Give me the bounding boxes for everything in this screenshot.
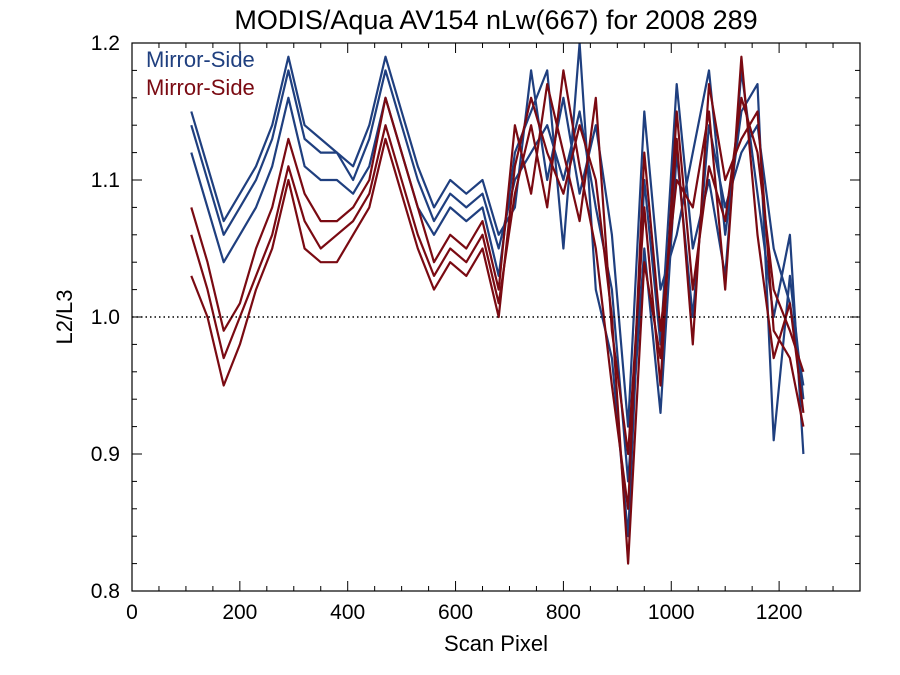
- series-line-4: [190, 82, 805, 456]
- series-line-1: [190, 69, 805, 483]
- x-tick-label: 0: [126, 601, 138, 624]
- legend-entry-1: Mirror-Side: [146, 47, 255, 72]
- legend-entry-2: Mirror-Side: [146, 75, 255, 100]
- x-tick-label: 200: [222, 601, 257, 624]
- x-tick-label: 1200: [756, 601, 803, 624]
- series-line-5: [190, 55, 805, 510]
- y-tick-label: 0.9: [91, 443, 120, 466]
- y-tick-label: 0.8: [91, 580, 120, 603]
- x-tick-label: 800: [546, 601, 581, 624]
- chart-title: MODIS/Aqua AV154 nLw(667) for 2008 289: [234, 5, 757, 35]
- series-line-2: [190, 43, 805, 538]
- y-axis-label: L2/L3: [52, 289, 77, 344]
- y-tick-label: 1.0: [91, 306, 120, 329]
- series-layer: [190, 43, 805, 565]
- y-tick-label: 1.1: [91, 169, 120, 192]
- ticks-layer: 0 200 400 600 800 1000 1200 0.8 0.9 1.0 1.1 1.2: [91, 32, 861, 624]
- x-tick-label: 600: [438, 601, 473, 624]
- x-tick-label: 400: [330, 601, 365, 624]
- x-tick-label: 1000: [648, 601, 695, 624]
- series-line-3: [190, 55, 805, 442]
- y-tick-label: 1.2: [91, 32, 120, 55]
- series-line-6: [190, 82, 805, 565]
- x-axis-label: Scan Pixel: [444, 631, 548, 656]
- legend: Mirror-Side Mirror-Side: [146, 47, 255, 100]
